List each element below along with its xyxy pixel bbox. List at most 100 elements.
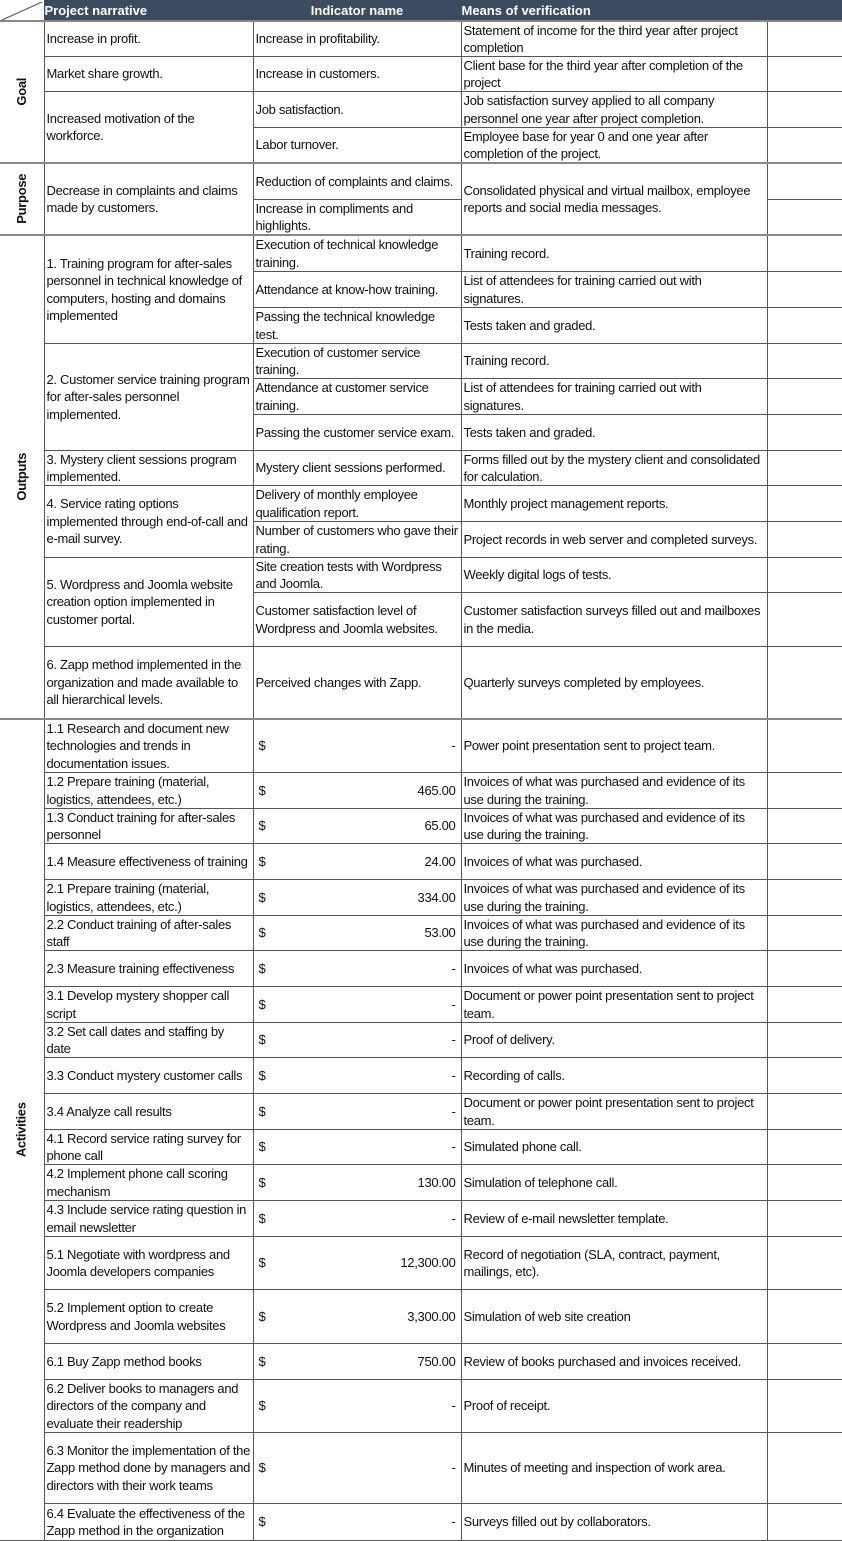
currency-symbol: $ (258, 1308, 266, 1324)
activity-cost-cell: $ - (252, 1022, 462, 1058)
table-row: Passing the technical knowledge test. Tes… (0, 307, 842, 344)
activity-cost-cell: $ - (252, 1200, 462, 1237)
means-of-verification-cell-text: Recording of calls. (463, 1067, 566, 1083)
cost-amount: - (451, 960, 456, 976)
extra-cell (766, 1129, 842, 1165)
activity-row: 3.3 Conduct mystery customer calls $ - Reco… (0, 1057, 842, 1094)
indicator-name-cell-text: Mystery client sessions performed. (255, 460, 446, 476)
means-of-verification-cell: Document or power point presentation sen… (460, 1093, 768, 1130)
activity-narrative-cell: 3.3 Conduct mystery customer calls (43, 1057, 254, 1094)
activity-narrative-cell: 1.4 Measure effectiveness of training (43, 843, 254, 880)
activity-narrative-cell-text: 1.4 Measure effectiveness of training (46, 853, 248, 869)
indicator-name-cell-text: Attendance at know-how training. (255, 281, 439, 297)
table-row: Purpose Decrease in complaints and claims… (0, 162, 842, 236)
extra-cell (766, 20, 842, 57)
activity-narrative-cell-text: 2.1 Prepare training (material, logistic… (46, 881, 210, 914)
means-of-verification-cell: Job satisfaction survey applied to all c… (460, 91, 768, 128)
means-of-verification-cell-text: Weekly digital logs of tests. (463, 567, 612, 583)
means-of-verification-cell-text: Tests taken and graded. (463, 424, 596, 440)
extra-cell (766, 1379, 842, 1433)
means-of-verification-cell: Employee base for year 0 and one year af… (460, 127, 768, 164)
cost-amount: - (451, 1067, 456, 1083)
means-of-verification-cell-text: Training record. (463, 353, 550, 369)
activity-row: 2.3 Measure training effectiveness $ - Invo… (0, 950, 842, 987)
means-of-verification-cell-text: Statement of income for the third year a… (463, 22, 738, 56)
means-of-verification-cell: Invoices of what was purchased and evide… (460, 915, 768, 951)
activity-row: 5.2 Implement option to create Wordpress… (0, 1289, 842, 1344)
activity-row: 5.1 Negotiate with wordpress and Joomla … (0, 1236, 842, 1290)
means-of-verification-cell: Forms filled out by the mystery client a… (460, 450, 768, 486)
activity-narrative-cell-text: 4.2 Implement phone call scoring mechani… (46, 1166, 228, 1199)
cost-amount: - (451, 1460, 456, 1476)
currency-symbol: $ (258, 1353, 266, 1369)
currency-symbol: $ (258, 889, 266, 905)
activity-cost-cell: $65.00 (252, 808, 462, 844)
means-of-verification-cell: Quarterly surveys completed by employees… (460, 646, 768, 720)
currency-symbol: $ (258, 1210, 266, 1226)
currency-symbol: $ (258, 1398, 266, 1414)
extra-cell (766, 557, 842, 593)
extra-cell (766, 1236, 842, 1290)
activity-narrative-cell: 6.4 Evaluate the effectiveness of the Za… (43, 1503, 254, 1541)
currency-symbol: $ (258, 1067, 266, 1083)
activity-cost-cell: $ - (252, 986, 462, 1023)
activity-row: 1.4 Measure effectiveness of training $24… (0, 843, 842, 880)
extra-cell (766, 199, 842, 236)
activity-row: 4.2 Implement phone call scoring mechani… (0, 1164, 842, 1201)
activity-narrative-cell-text: 2.3 Measure training effectiveness (46, 960, 235, 976)
activity-cost-cell: $ - (252, 1129, 462, 1165)
table-row: Labor turnover. Employee base for year 0 … (0, 127, 842, 164)
currency-symbol: $ (258, 782, 266, 798)
activity-cost-cell: $24.00 (252, 843, 462, 880)
currency-symbol: $ (258, 738, 266, 754)
means-of-verification-cell-text: Document or power point presentation sen… (463, 988, 754, 1021)
indicator-name-cell-text: Site creation tests with Wordpress and J… (255, 558, 442, 592)
extra-cell (766, 378, 842, 415)
means-of-verification-cell: Recording of calls. (460, 1057, 768, 1094)
means-of-verification-cell-text: Invoices of what was purchased and evide… (463, 916, 746, 950)
cost-amount: - (451, 996, 456, 1012)
header-indicator-name: Indicator name (252, 0, 462, 22)
activity-narrative-cell: 1.2 Prepare training (material, logistic… (43, 772, 254, 809)
means-of-verification-cell: Tests taken and graded. (460, 414, 768, 451)
activity-narrative-cell-text: 6.1 Buy Zapp method books (46, 1353, 202, 1369)
activity-cost-cell: $ - (252, 1093, 462, 1130)
section-label-purpose: Purpose (0, 162, 45, 236)
extra-cell (766, 718, 842, 773)
activity-cost-cell: $ - (252, 1503, 462, 1541)
activity-row: 3.1 Develop mystery shopper call script $… (0, 986, 842, 1023)
activity-narrative-cell-text: 4.3 Include service rating question in e… (46, 1202, 247, 1235)
activity-narrative-cell-text: 1.3 Conduct training for after-sales per… (46, 809, 236, 843)
means-of-verification-cell: Review of e-mail newsletter template. (460, 1200, 768, 1237)
means-of-verification-cell-text: Simulation of web site creation (463, 1308, 631, 1324)
activity-row: 6.1 Buy Zapp method books $750.00 Review o… (0, 1343, 842, 1380)
project-narrative-cell-text: Increased motivation of the workforce. (46, 110, 195, 144)
activity-cost-cell: $130.00 (252, 1164, 462, 1201)
activity-narrative-cell: 3.4 Analyze call results (43, 1093, 254, 1130)
means-of-verification-cell-text: Review of books purchased and invoices r… (463, 1353, 742, 1369)
project-narrative-cell-text: Decrease in complaints and claims made b… (46, 182, 238, 216)
project-narrative-cell: 2. Customer service training program for… (43, 343, 254, 451)
means-of-verification-cell: Invoices of what was purchased. (460, 950, 768, 987)
header-row: Project narrative Indicator name Means o… (0, 0, 842, 22)
indicator-name-cell: Number of customers who gave their ratin… (252, 521, 462, 558)
activity-row: 1.2 Prepare training (material, logistic… (0, 772, 842, 809)
indicator-name-cell: Increase in profitability. (252, 20, 462, 57)
header-extra (766, 0, 842, 22)
project-narrative-cell: 1. Training program for after-sales pers… (43, 234, 254, 344)
activity-narrative-cell-text: 6.3 Monitor the implementation of the Za… (46, 1442, 251, 1493)
extra-cell (766, 843, 842, 880)
table-row: Number of customers who gave their ratin… (0, 521, 842, 558)
means-of-verification-cell: Monthly project management reports. (460, 485, 768, 522)
table-row: Customer satisfaction level of Wordpress… (0, 592, 842, 647)
extra-cell (766, 879, 842, 916)
section-label-goal-text: Goal (13, 78, 29, 106)
means-of-verification-cell-text: Forms filled out by the mystery client a… (463, 451, 761, 485)
means-of-verification-cell-text: Employee base for year 0 and one year af… (463, 128, 709, 162)
extra-cell (766, 950, 842, 987)
extra-cell (766, 915, 842, 951)
means-of-verification-cell: Review of books purchased and invoices r… (460, 1343, 768, 1380)
activity-narrative-cell-text: 2.2 Conduct training of after-sales staf… (46, 916, 232, 950)
indicator-name-cell: Increase in customers. (252, 56, 462, 92)
